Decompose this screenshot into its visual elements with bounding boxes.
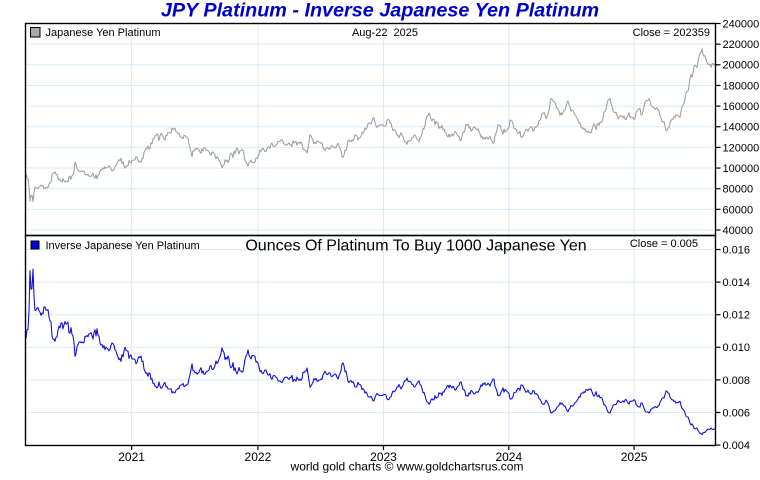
svg-text:200000: 200000 [723,60,760,72]
svg-text:Close = 202359: Close = 202359 [633,27,710,39]
svg-text:2025: 2025 [621,450,648,464]
svg-text:80000: 80000 [723,184,754,196]
svg-text:2024: 2024 [495,450,522,464]
svg-text:Close = 0.005: Close = 0.005 [630,238,698,250]
svg-text:2021: 2021 [118,450,145,464]
svg-text:Inverse Japanese Yen Platinum: Inverse Japanese Yen Platinum [46,240,200,252]
svg-text:120000: 120000 [723,142,760,154]
svg-text:60000: 60000 [723,204,754,216]
svg-text:160000: 160000 [723,101,760,113]
svg-text:0.016: 0.016 [723,244,751,256]
svg-text:Ounces Of Platinum To Buy 1000: Ounces Of Platinum To Buy 1000 Japanese … [245,238,586,255]
svg-text:0.014: 0.014 [723,277,751,289]
svg-text:0.012: 0.012 [723,310,751,322]
svg-text:0.006: 0.006 [723,407,751,419]
svg-text:0.010: 0.010 [723,342,751,354]
svg-text:0.004: 0.004 [723,440,751,452]
svg-text:world gold charts © www.goldch: world gold charts © www.goldchartsrus.co… [290,460,524,474]
svg-text:240000: 240000 [723,18,760,30]
svg-text:40000: 40000 [723,225,754,237]
svg-text:100000: 100000 [723,163,760,175]
svg-text:220000: 220000 [723,39,760,51]
svg-text:Aug-22 2025: Aug-22 2025 [352,27,418,39]
svg-text:0.008: 0.008 [723,375,751,387]
svg-text:JPY Platinum - Inverse Japanes: JPY Platinum - Inverse Japanese Yen Plat… [161,0,599,22]
svg-text:2023: 2023 [370,450,397,464]
svg-text:180000: 180000 [723,80,760,92]
svg-text:140000: 140000 [723,122,760,134]
svg-text:2022: 2022 [245,450,272,464]
svg-text:Japanese Yen Platinum: Japanese Yen Platinum [46,27,161,39]
